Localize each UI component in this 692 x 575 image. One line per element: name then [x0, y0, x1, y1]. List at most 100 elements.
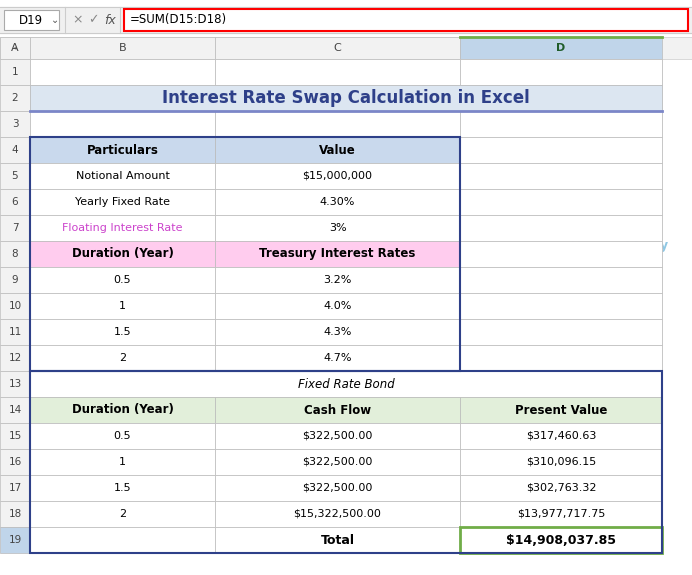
- Bar: [215, 37, 460, 59]
- Bar: [0, 475, 30, 501]
- Bar: [215, 345, 460, 371]
- Bar: [0, 423, 30, 449]
- Bar: [215, 423, 460, 449]
- Bar: [0, 319, 30, 345]
- Bar: [30, 527, 215, 553]
- Bar: [30, 293, 215, 319]
- Bar: [460, 345, 662, 371]
- Text: 1.5: 1.5: [113, 483, 131, 493]
- Bar: [460, 215, 662, 241]
- Bar: [30, 449, 215, 475]
- Bar: [124, 9, 688, 31]
- Bar: [460, 215, 662, 241]
- Text: exceldemy: exceldemy: [593, 240, 668, 252]
- Text: $322,500.00: $322,500.00: [302, 431, 373, 441]
- Text: 6: 6: [12, 197, 18, 207]
- Text: 0.5: 0.5: [113, 275, 131, 285]
- Text: 8: 8: [12, 249, 18, 259]
- Bar: [215, 527, 460, 553]
- Text: 12: 12: [8, 353, 21, 363]
- Text: 7: 7: [12, 223, 18, 233]
- Bar: [30, 527, 215, 553]
- Text: 4.0%: 4.0%: [323, 301, 352, 311]
- Bar: [460, 267, 662, 293]
- Text: 4.30%: 4.30%: [320, 197, 355, 207]
- Bar: [30, 137, 460, 371]
- Text: Particulars: Particulars: [86, 144, 158, 156]
- Text: $13,977,717.75: $13,977,717.75: [517, 509, 606, 519]
- Text: 1: 1: [119, 457, 126, 467]
- Bar: [30, 215, 215, 241]
- Bar: [0, 293, 30, 319]
- Bar: [215, 137, 460, 163]
- Text: 2: 2: [119, 353, 126, 363]
- Bar: [30, 215, 215, 241]
- Bar: [30, 267, 215, 293]
- Bar: [460, 293, 662, 319]
- Text: EXCEL · DATA · BI: EXCEL · DATA · BI: [508, 523, 573, 531]
- Bar: [215, 215, 460, 241]
- Bar: [30, 163, 215, 189]
- Text: 15: 15: [8, 431, 21, 441]
- Text: 1.5: 1.5: [113, 327, 131, 337]
- Bar: [0, 163, 30, 189]
- Text: 19: 19: [8, 535, 21, 545]
- Bar: [215, 111, 460, 137]
- Bar: [30, 345, 215, 371]
- Bar: [30, 163, 215, 189]
- Bar: [0, 189, 30, 215]
- Text: 14: 14: [8, 405, 21, 415]
- Text: ⌄: ⌄: [51, 15, 59, 25]
- Bar: [30, 137, 215, 163]
- Bar: [0, 59, 30, 85]
- Bar: [215, 241, 460, 267]
- Bar: [460, 475, 662, 501]
- Text: $322,500.00: $322,500.00: [302, 457, 373, 467]
- Text: $322,500.00: $322,500.00: [302, 483, 373, 493]
- Bar: [215, 59, 460, 85]
- Bar: [30, 59, 215, 85]
- Bar: [460, 371, 662, 397]
- Bar: [215, 241, 460, 267]
- Bar: [460, 163, 662, 189]
- Bar: [460, 397, 662, 423]
- Bar: [30, 345, 215, 371]
- Bar: [0, 449, 30, 475]
- Bar: [30, 189, 215, 215]
- Bar: [30, 501, 215, 527]
- Text: Yearly Fixed Rate: Yearly Fixed Rate: [75, 197, 170, 207]
- Text: 10: 10: [8, 301, 21, 311]
- Bar: [0, 345, 30, 371]
- Text: 5: 5: [12, 171, 18, 181]
- Bar: [215, 501, 460, 527]
- Bar: [0, 241, 30, 267]
- Text: 4: 4: [12, 145, 18, 155]
- Text: 2: 2: [119, 509, 126, 519]
- Bar: [460, 319, 662, 345]
- Bar: [460, 59, 662, 85]
- Bar: [460, 319, 662, 345]
- Bar: [215, 189, 460, 215]
- Bar: [215, 59, 460, 85]
- Bar: [30, 501, 215, 527]
- Bar: [30, 241, 215, 267]
- Bar: [0, 7, 692, 33]
- Bar: [215, 423, 460, 449]
- Bar: [215, 397, 460, 423]
- Text: =SUM(D15:D18): =SUM(D15:D18): [130, 13, 227, 26]
- Text: 1: 1: [12, 67, 18, 77]
- Text: Cash Flow: Cash Flow: [304, 404, 371, 416]
- Text: Interest Rate Swap Calculation in Excel: Interest Rate Swap Calculation in Excel: [162, 89, 530, 107]
- Bar: [30, 189, 215, 215]
- Bar: [460, 501, 662, 527]
- Text: exceldemy: exceldemy: [508, 509, 583, 523]
- Text: $15,000,000: $15,000,000: [302, 171, 372, 181]
- Bar: [0, 527, 30, 553]
- Text: Value: Value: [319, 144, 356, 156]
- Bar: [460, 345, 662, 371]
- Text: Total: Total: [320, 534, 354, 546]
- Bar: [460, 111, 662, 137]
- Bar: [0, 215, 30, 241]
- Bar: [30, 423, 215, 449]
- Bar: [30, 37, 215, 59]
